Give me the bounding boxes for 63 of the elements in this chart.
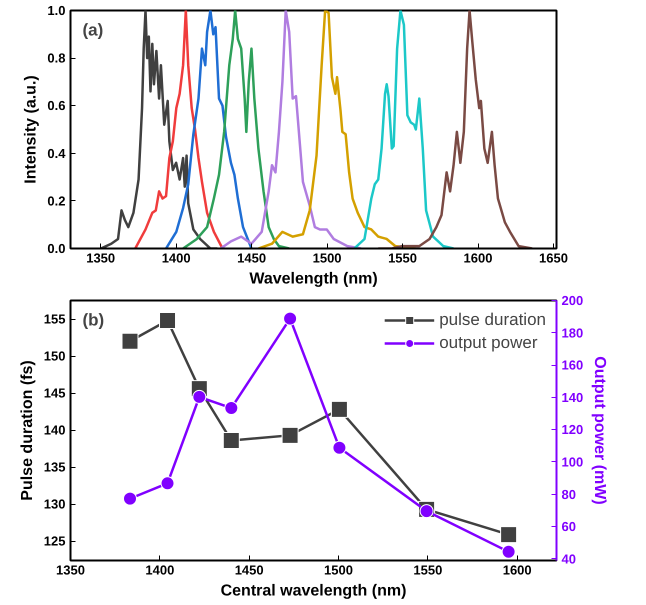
annotation: (a) [82,20,104,40]
x-tick-label: 1350 [86,250,116,266]
y-tick-label: 155 [44,312,66,327]
point [330,400,348,418]
point [224,401,238,416]
y2-tick-label: 160 [562,358,584,373]
point [123,492,137,506]
point [420,504,434,518]
y-tick-label: 0.6 [47,98,66,114]
x-tick-label: 1400 [145,562,174,578]
y2-tick-label: 60 [562,519,576,534]
y2-tick-label: 80 [562,486,576,502]
y2-tick-label: 140 [562,390,584,405]
x-tick-label: 1600 [502,562,532,578]
x-tick-label: 1550 [388,250,418,266]
x-tick-label: 1500 [324,562,353,578]
annotation: (b) [82,310,104,330]
point [283,312,298,326]
legend-label: output power [439,333,538,353]
point [159,312,176,329]
y-axis-title: Intensity (a.u.) [22,75,40,184]
y2-tick-label: 200 [562,293,584,308]
y-tick-label: 0.4 [47,146,66,161]
point [500,526,518,544]
line-series [134,10,224,248]
point [332,440,346,455]
x-axis-title: Central wavelength (nm) [220,582,406,600]
line-series [164,10,253,248]
y-axis-title: Pulse duration (fs) [18,360,36,501]
line-series [219,10,362,248]
y-tick-label: 150 [44,348,66,364]
y-tick-label: 145 [44,386,66,401]
y-tick-label: 1.0 [47,3,66,18]
y-tick-label: 125 [44,534,66,549]
x-axis-title: Wavelength (nm) [249,270,378,288]
y-tick-label: 0.2 [47,193,66,208]
x-tick-label: 1450 [237,250,266,266]
point [122,332,138,350]
legend-label: pulse duration [439,310,546,330]
point [160,476,175,490]
x-tick-label: 1600 [464,250,492,266]
y-tick-label: 0.8 [47,50,66,66]
point [222,432,240,449]
x-tick-label: 1550 [413,562,442,578]
y-tick-label: 0.0 [47,241,66,256]
x-tick-label: 1500 [312,250,342,266]
y-tick-label: 130 [44,496,66,512]
x-tick-label: 1450 [234,562,264,578]
point [502,544,516,559]
line-series [182,10,290,248]
x-tick-label: 1400 [162,250,191,266]
point [192,390,206,404]
y-tick-label: 140 [44,422,66,438]
y-tick-label: 135 [44,460,66,475]
y2-tick-label: 100 [562,454,584,470]
x-tick-label: 1350 [56,562,85,578]
point [282,426,299,444]
y2-axis-title: Output power (mW) [591,356,608,505]
y2-tick-label: 40 [562,551,576,566]
y2-tick-label: 120 [562,422,584,438]
line-series [353,10,455,248]
x-tick-label: 1650 [539,250,568,266]
y2-tick-label: 180 [562,325,584,340]
